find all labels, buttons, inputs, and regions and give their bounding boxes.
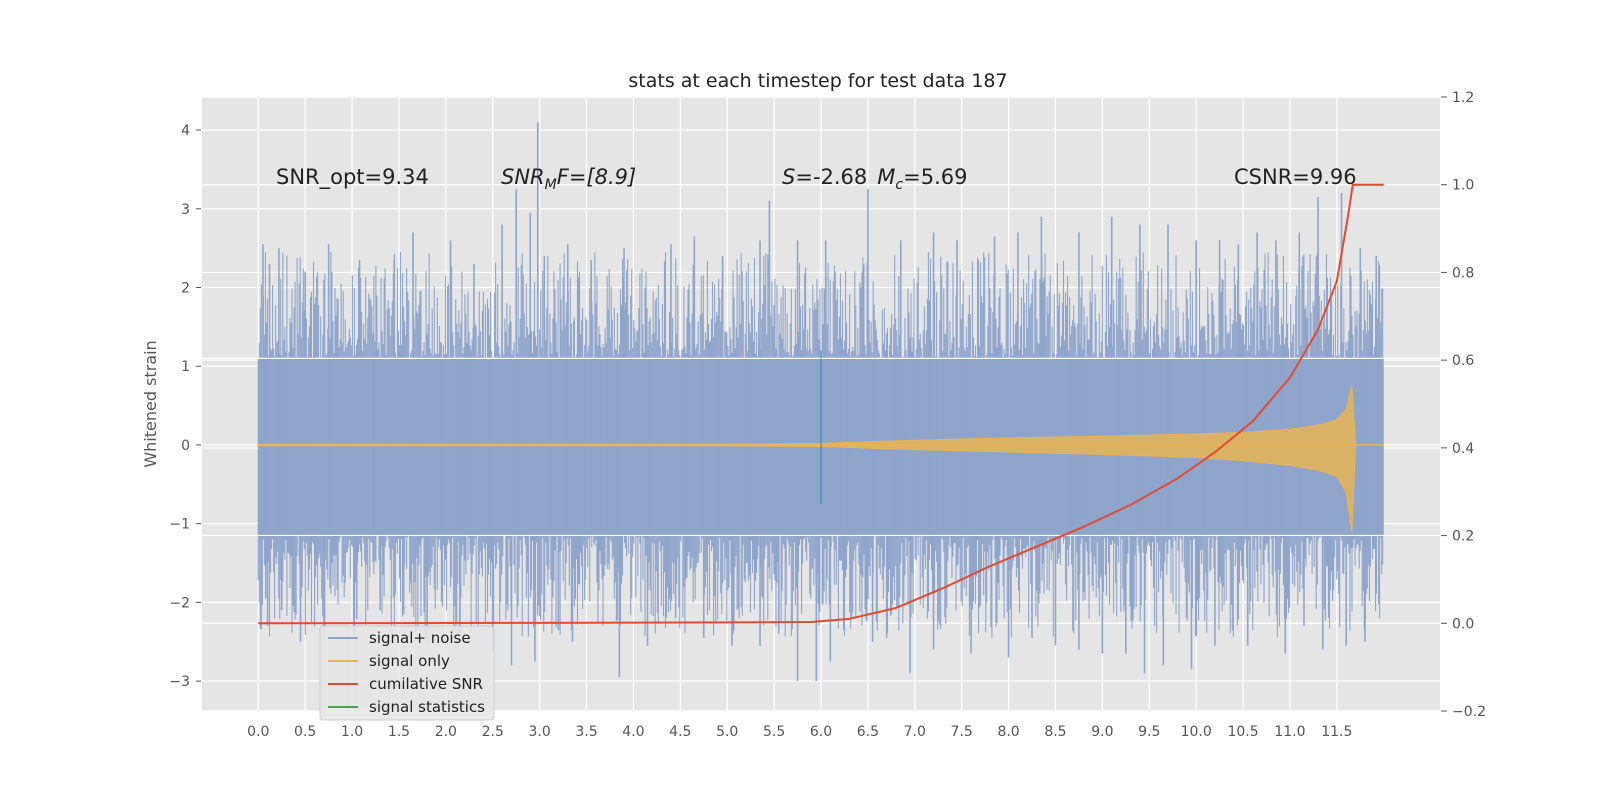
annotation-s-symbol: S: [782, 165, 795, 189]
cumulative-snr-line: [258, 183, 1384, 625]
y-ticks: 4 3 2 1 0 −1 −2 −3: [169, 123, 201, 690]
legend-box: [319, 625, 495, 721]
signal-noise-series: [202, 122, 1440, 682]
x-tick-label: 2.0: [435, 724, 457, 740]
y2-ticks: 1.2 1.0 0.8 0.6 0.4 0.2 0.0 −0.2: [1441, 90, 1486, 720]
chart-title: stats at each timestep for test data 187: [628, 70, 1007, 92]
legend-label-signal-only: signal only: [369, 652, 450, 670]
annotation-s-mc: S=-2.68 Mc=5.69: [782, 165, 967, 193]
annotation-csnr: CSNR=9.96: [1234, 165, 1357, 189]
annotation-m-symbol: M: [877, 165, 895, 189]
x-tick-label: 5.0: [716, 724, 738, 740]
y-tick-label: 0: [181, 438, 190, 454]
annotation-m-sub: c: [895, 177, 903, 193]
y-tick-label: 1: [181, 359, 190, 375]
x-tick-label: 10.5: [1227, 724, 1258, 740]
x-tick-label: 7.0: [904, 724, 926, 740]
y-axis-label: Whitened strain: [141, 340, 160, 467]
annotation-m-value: =5.69: [903, 165, 967, 189]
x-tick-label: 9.0: [1091, 724, 1113, 740]
annotation-snr-opt: SNR_opt=9.34: [276, 165, 429, 190]
y-tick-label: 3: [181, 202, 190, 218]
x-tick-label: 2.5: [482, 724, 504, 740]
cumulative-snr-series: [258, 183, 1384, 625]
y2-tick-label: 0.0: [1452, 616, 1474, 632]
x-tick-label: 11.0: [1274, 724, 1305, 740]
x-tick-label: 10.0: [1181, 724, 1212, 740]
x-tick-label: 5.5: [763, 724, 785, 740]
x-tick-label: 0.5: [294, 724, 316, 740]
y2-tick-label: 1.2: [1452, 90, 1474, 106]
legend: signal+ noise signal only cumilative SNR…: [319, 625, 495, 721]
x-tick-label: 4.0: [622, 724, 644, 740]
y2-tick-label: 1.0: [1452, 178, 1474, 194]
annotation-snr-mf: SNRMF=[8.9]: [501, 165, 636, 193]
y-tick-label: 4: [181, 123, 190, 139]
x-tick-label: 6.0: [810, 724, 832, 740]
x-ticks: 0.0 0.5 1.0 1.5 2.0 2.5 3.0 3.5 4.0 4.5 5.0 5.5 6.0 6…: [247, 724, 1352, 740]
annotation-snr-mf-f: F=[8.9]: [557, 165, 636, 189]
legend-label-signal-statistics: signal statistics: [369, 698, 485, 716]
annotation-s-value: =-2.68: [795, 165, 867, 189]
x-tick-label: 4.5: [669, 724, 691, 740]
annotation-snr-mf-base: SNR: [501, 165, 545, 189]
x-tick-label: 8.5: [1044, 724, 1066, 740]
annotation-snr-mf-sub: M: [545, 177, 557, 193]
y2-tick-label: 0.6: [1452, 353, 1474, 369]
x-tick-label: 6.5: [857, 724, 879, 740]
legend-label-signal-noise: signal+ noise: [369, 629, 471, 647]
x-tick-label: 11.5: [1321, 724, 1352, 740]
x-tick-label: 3.0: [529, 724, 551, 740]
y-tick-label: −1: [169, 517, 190, 533]
x-tick-label: 0.0: [247, 724, 269, 740]
y2-tick-label: −0.2: [1452, 704, 1486, 720]
y-tick-label: −2: [169, 595, 190, 611]
y2-tick-label: 0.2: [1452, 529, 1474, 545]
x-tick-label: 1.5: [388, 724, 410, 740]
legend-label-cumulative-snr: cumilative SNR: [369, 675, 483, 693]
x-tick-label: 3.5: [575, 724, 597, 740]
x-tick-label: 9.5: [1138, 724, 1160, 740]
y-tick-label: 2: [181, 280, 190, 296]
signal-envelope: [257, 385, 1357, 532]
y2-tick-label: 0.4: [1452, 441, 1474, 457]
x-tick-label: 7.5: [951, 724, 973, 740]
y2-tick-label: 0.8: [1452, 265, 1474, 281]
y-tick-label: −3: [169, 674, 190, 690]
x-tick-label: 8.0: [997, 724, 1019, 740]
x-tick-label: 1.0: [341, 724, 363, 740]
